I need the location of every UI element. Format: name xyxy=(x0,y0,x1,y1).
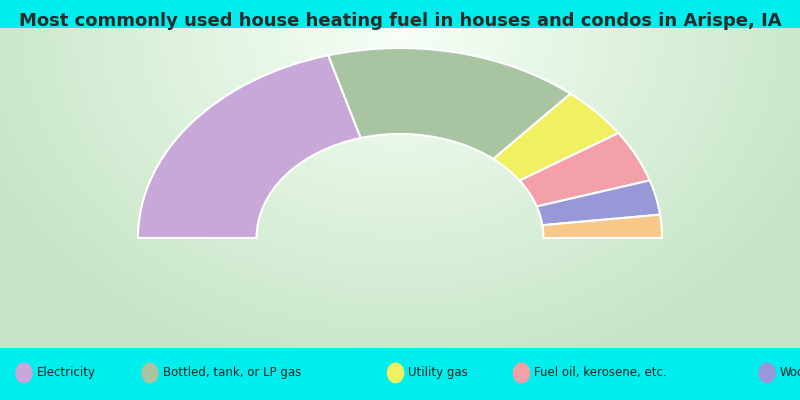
Text: Fuel oil, kerosene, etc.: Fuel oil, kerosene, etc. xyxy=(534,366,667,380)
Ellipse shape xyxy=(758,362,776,383)
Text: Most commonly used house heating fuel in houses and condos in Arispe, IA: Most commonly used house heating fuel in… xyxy=(18,12,782,30)
Ellipse shape xyxy=(15,362,33,383)
Wedge shape xyxy=(519,133,650,206)
Wedge shape xyxy=(138,55,361,238)
Ellipse shape xyxy=(141,362,158,383)
Ellipse shape xyxy=(387,362,405,383)
Wedge shape xyxy=(494,94,618,180)
Text: Utility gas: Utility gas xyxy=(409,366,468,380)
Text: Wood: Wood xyxy=(780,366,800,380)
Wedge shape xyxy=(328,48,570,159)
Text: Bottled, tank, or LP gas: Bottled, tank, or LP gas xyxy=(163,366,301,380)
Text: Electricity: Electricity xyxy=(37,366,96,380)
Wedge shape xyxy=(542,215,662,238)
Ellipse shape xyxy=(513,362,530,383)
Wedge shape xyxy=(537,180,660,225)
